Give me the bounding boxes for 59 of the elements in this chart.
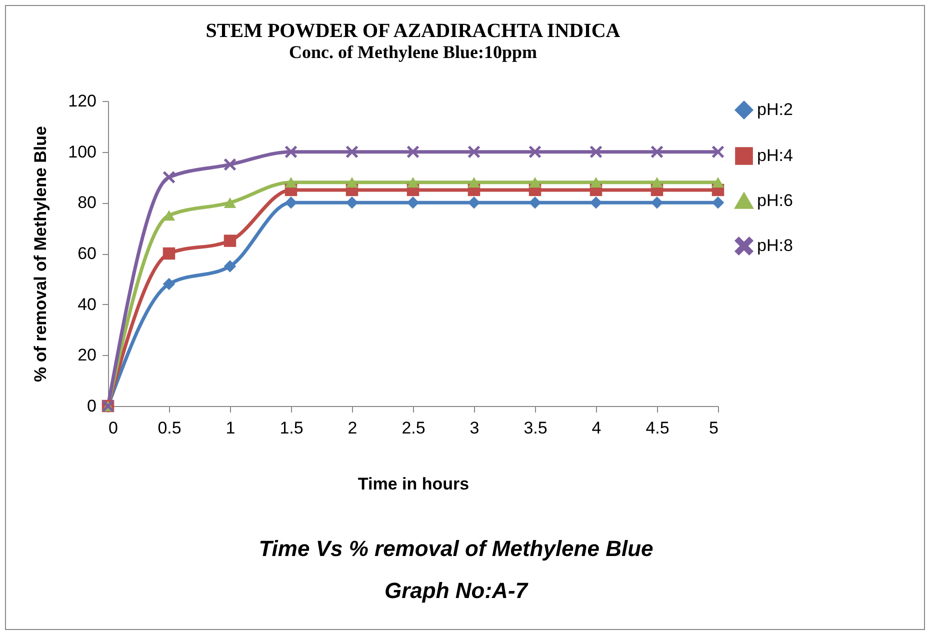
text: Graph No:A-7: [384, 578, 530, 604]
point: [346, 196, 358, 209]
point: [284, 146, 298, 158]
point: [224, 234, 236, 247]
point: [712, 146, 724, 158]
point: [284, 196, 298, 209]
point: [650, 146, 664, 158]
point: [346, 177, 358, 188]
point: [468, 146, 480, 158]
x-tick-label: 4.5: [646, 418, 670, 438]
point: [590, 177, 602, 188]
y-tick-label: 120: [68, 92, 96, 110]
point: [162, 171, 176, 184]
legend-label: pH:8: [757, 236, 793, 255]
x-tick-label: 2.5: [402, 418, 426, 438]
x-tick-label: 0.5: [158, 418, 182, 438]
point: [528, 177, 542, 188]
x-tick-label: 0: [108, 418, 118, 438]
point: [346, 146, 358, 158]
legend-label: pH:4: [757, 146, 793, 165]
point: [224, 197, 236, 208]
point: [590, 196, 602, 209]
point: [162, 278, 176, 290]
point: [468, 196, 480, 209]
point: [224, 260, 236, 272]
point: [712, 177, 724, 188]
y-tick-label: 60: [78, 244, 96, 263]
point: [590, 146, 602, 158]
point: [224, 158, 236, 171]
point: [162, 247, 176, 260]
point: [712, 196, 724, 209]
y-axis-title: % of removal of Methylene Blue: [31, 126, 50, 382]
point: [406, 177, 420, 188]
chart-subtitle: Conc. of Methylene Blue:10ppm: [289, 42, 537, 62]
point: [406, 146, 420, 158]
point: [284, 177, 298, 188]
x-tick-label: 1: [226, 418, 236, 438]
point: [406, 196, 420, 209]
y-tick-label: 40: [78, 294, 96, 314]
y-tick-label: 20: [78, 346, 96, 365]
x-tick-label: 3: [470, 418, 480, 438]
point: [528, 146, 542, 158]
y-tick-label: 100: [68, 142, 96, 162]
x-axis-title: Time in hours: [358, 474, 470, 494]
x-tick-label: 3.5: [524, 418, 548, 438]
text: Time Vs % removal of Methylene Blue: [258, 536, 654, 562]
y-tick-label: 80: [78, 193, 96, 212]
x-tick-label: 1.5: [280, 418, 304, 438]
x-tick-label: 5: [709, 418, 718, 438]
point: [528, 196, 542, 209]
y-tick-label: 0: [87, 396, 96, 416]
point: [650, 177, 664, 188]
x-tick-label: 2: [348, 418, 358, 438]
chart-title: STEM POWDER OF AZADIRACHTA INDICA: [206, 20, 621, 42]
legend-label: pH:6: [757, 191, 793, 210]
x-tick-label: 4: [592, 418, 602, 438]
point: [468, 177, 480, 188]
legend-label: pH:2: [757, 100, 793, 119]
point: [650, 196, 664, 209]
